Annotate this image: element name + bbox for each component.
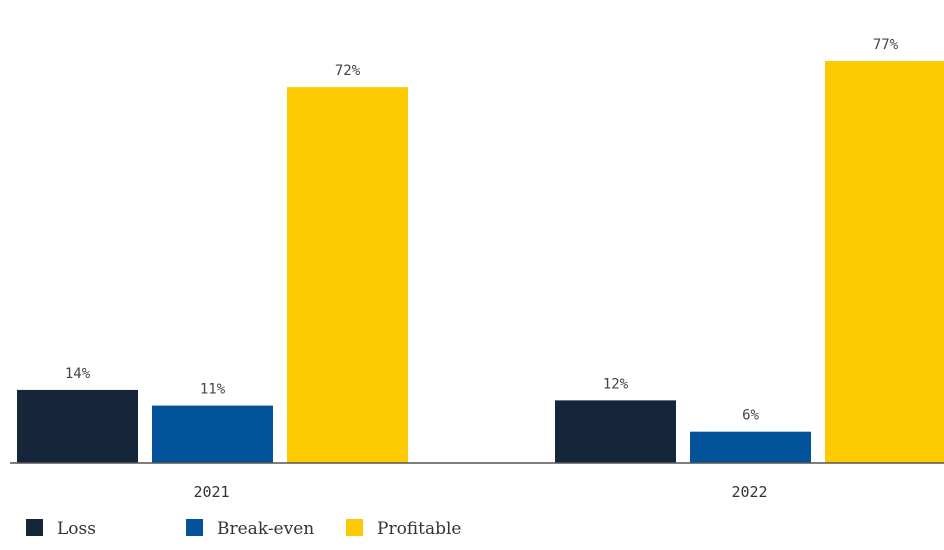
bar-loss-2022 bbox=[555, 400, 676, 463]
legend-swatch-loss bbox=[26, 519, 43, 536]
value-label-break-even-2022: 6% bbox=[742, 408, 759, 424]
bar-profitable-2022 bbox=[825, 61, 944, 464]
value-label-profitable-2022: 77% bbox=[873, 37, 899, 53]
bar-profitable-2021 bbox=[287, 87, 408, 463]
legend-swatch-break-even bbox=[186, 519, 203, 536]
bar-break-even-2022 bbox=[690, 431, 811, 463]
value-label-break-even-2021: 11% bbox=[200, 382, 226, 398]
bar-break-even-2021 bbox=[152, 405, 273, 463]
legend-label-loss: Loss bbox=[57, 519, 96, 539]
legend-label-break-even: Break-even bbox=[217, 519, 314, 539]
category-labels-group: 2021 2022 bbox=[193, 483, 767, 501]
bars-group bbox=[17, 61, 944, 464]
value-label-loss-2021: 14% bbox=[65, 366, 91, 382]
value-label-profitable-2021: 72% bbox=[335, 63, 361, 79]
legend: Loss Break-even Profitable bbox=[26, 519, 462, 539]
category-label-2021: 2021 bbox=[193, 483, 229, 501]
bar-loss-2021 bbox=[17, 389, 138, 463]
value-label-loss-2022: 12% bbox=[603, 376, 629, 392]
value-labels-group: 14% 11% 72% 12% 6% 77% bbox=[65, 37, 899, 424]
legend-label-profitable: Profitable bbox=[377, 519, 462, 539]
legend-swatch-profitable bbox=[346, 519, 363, 536]
category-label-2022: 2022 bbox=[731, 483, 767, 501]
